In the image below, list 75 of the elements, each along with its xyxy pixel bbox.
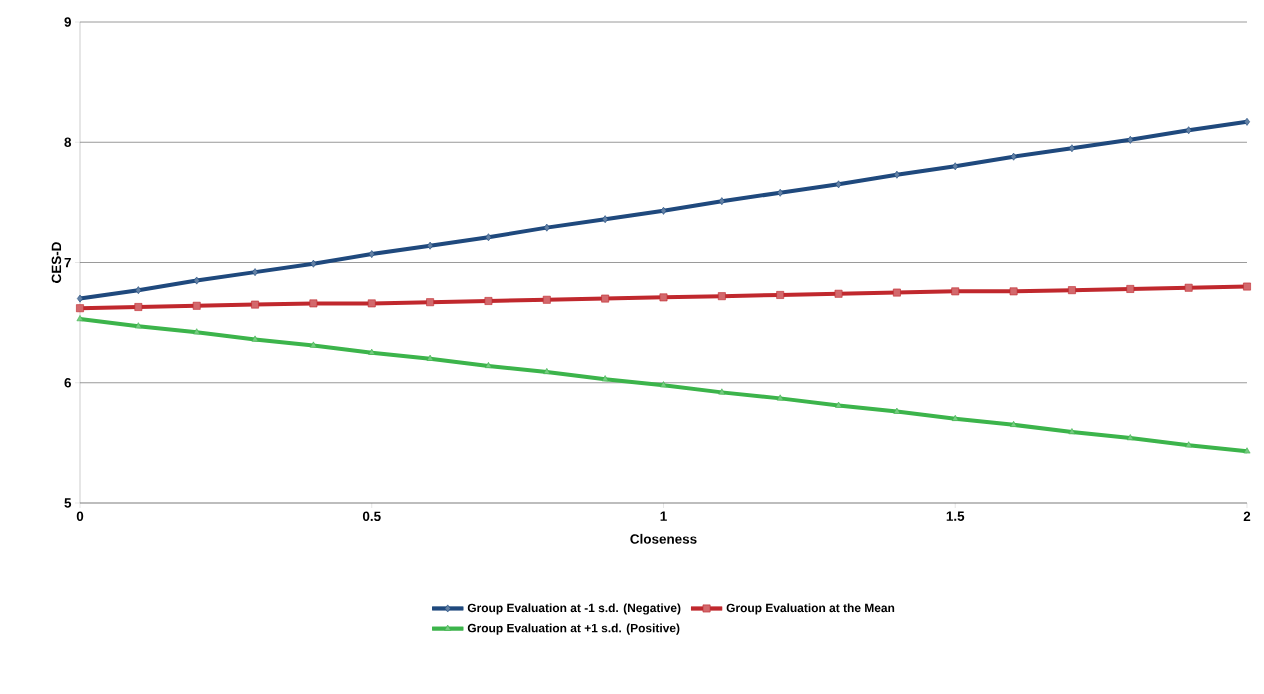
point: [1068, 428, 1076, 435]
point: [893, 407, 901, 414]
x-tick-label: 0: [76, 511, 84, 522]
y-tick-label: 8: [64, 137, 72, 147]
point: [252, 268, 259, 277]
point: [1127, 135, 1134, 144]
point: [135, 286, 142, 295]
legend-label: Group Evaluation at -1 s.d. (Negative): [467, 603, 681, 615]
point: [1243, 282, 1251, 291]
x-tick-label: 1: [660, 511, 667, 521]
point: [835, 401, 842, 408]
point: [1184, 283, 1193, 292]
point: [1185, 126, 1192, 135]
point: [193, 328, 201, 335]
point: [485, 233, 492, 242]
x-tick-label: 1.5: [946, 511, 965, 521]
point: [1010, 420, 1018, 427]
y-tick-label: 6: [64, 377, 71, 388]
point: [1010, 152, 1017, 161]
point: [368, 348, 376, 355]
legend-label: Group Evaluation at the Mean: [726, 603, 895, 615]
point: [542, 295, 551, 304]
point: [426, 354, 434, 361]
point: [134, 322, 142, 329]
point: [1126, 285, 1135, 293]
point: [543, 223, 550, 232]
point: [660, 381, 667, 388]
point: [660, 206, 667, 215]
point: [367, 299, 376, 308]
point: [893, 170, 900, 179]
point: [309, 299, 318, 308]
point: [893, 288, 901, 297]
x-axis-title: Closeness: [630, 533, 697, 544]
point: [601, 294, 610, 303]
x-tick-label: 2: [1243, 511, 1251, 521]
point: [776, 291, 785, 299]
point: [717, 292, 726, 301]
point: [76, 304, 84, 313]
point: [659, 293, 668, 302]
point: [718, 388, 726, 395]
point: [543, 368, 551, 375]
point: [1126, 434, 1134, 441]
point: [368, 250, 375, 258]
point: [1009, 287, 1018, 296]
point: [835, 180, 842, 189]
point: [485, 362, 492, 369]
point: [834, 289, 843, 298]
y-tick-label: 9: [64, 17, 71, 27]
point: [777, 188, 784, 197]
point: [776, 394, 784, 401]
point: [1185, 441, 1193, 448]
y-axis-title: CES-D: [51, 242, 62, 283]
point: [251, 300, 259, 309]
point: [427, 241, 434, 250]
point: [251, 335, 259, 342]
point: [602, 215, 609, 224]
point: [718, 197, 725, 206]
point: [1243, 447, 1251, 454]
point: [426, 298, 434, 307]
point: [951, 287, 960, 296]
point: [601, 375, 609, 382]
point: [134, 303, 143, 311]
point: [310, 259, 317, 268]
point: [192, 301, 201, 310]
point: [951, 414, 959, 421]
point: [1068, 286, 1076, 295]
y-tick-label: 7: [64, 257, 71, 268]
point: [193, 276, 200, 285]
legend-label: Group Evaluation at +1 s.d. (Positive): [467, 623, 680, 635]
point: [952, 162, 959, 171]
point: [484, 297, 493, 305]
y-tick-label: 5: [64, 498, 72, 508]
point: [1068, 144, 1075, 153]
x-tick-label: 0.5: [362, 511, 381, 522]
point: [309, 341, 317, 348]
